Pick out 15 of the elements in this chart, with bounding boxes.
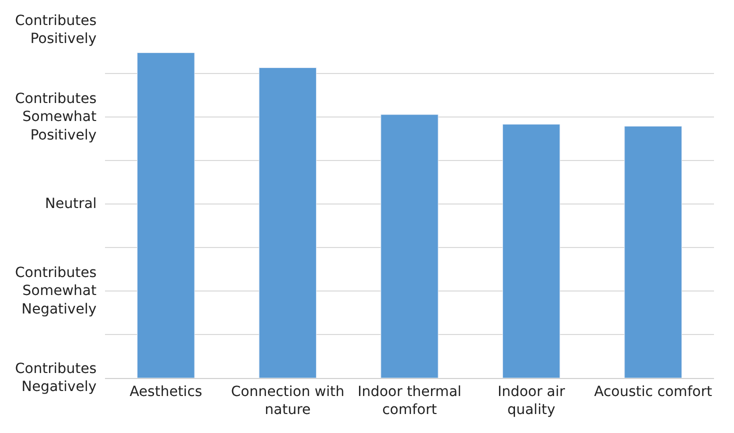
x-tick-label: Indoor thermal comfort — [358, 384, 462, 418]
text: Contributes Positively — [15, 13, 97, 48]
bar — [258, 67, 317, 378]
bar — [137, 52, 195, 378]
text: Neutral — [45, 196, 97, 212]
x-tick-label: Acoustic comfort — [594, 384, 713, 400]
bar — [380, 114, 438, 378]
x-tick-label: Indoor air quality — [498, 384, 566, 418]
bar — [624, 126, 682, 378]
text: Contributes Negatively — [15, 361, 97, 396]
x-tick-label: Aesthetics — [130, 384, 202, 400]
text: Contributes Somewhat Negatively — [15, 265, 98, 318]
x-tick-label: Connection with nature — [231, 384, 344, 418]
text: Contributes Somewhat Positively — [15, 91, 98, 144]
bar — [502, 124, 560, 378]
